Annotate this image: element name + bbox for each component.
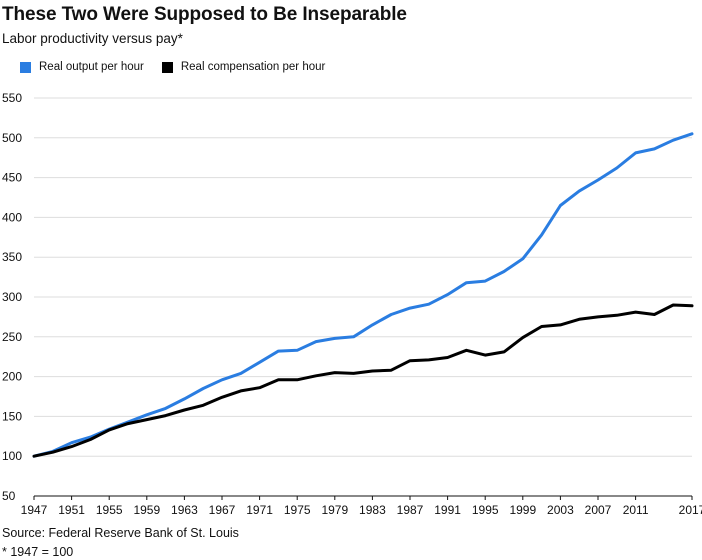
series-lines [32, 132, 694, 458]
y-tick-label: 250 [2, 330, 22, 344]
y-tick-label: 200 [2, 370, 22, 384]
x-tick-label: 1999 [509, 503, 536, 517]
x-tick-label: 1963 [171, 503, 198, 517]
x-tick-label: 2017 [679, 503, 702, 517]
legend-item-output: Real output per hour [20, 61, 144, 73]
x-tick-label: 2003 [547, 503, 574, 517]
source-note: Source: Federal Reserve Bank of St. Loui… [2, 526, 239, 540]
series-line-real-compensation [32, 303, 694, 458]
y-tick-label: 150 [2, 409, 22, 423]
x-tick-label: 2011 [623, 503, 649, 517]
x-tick-label: 1991 [434, 503, 461, 517]
legend: Real output per hour Real compensation p… [20, 61, 343, 73]
y-tick-label: 450 [2, 171, 22, 185]
x-axis: 1947 1951 1955 1959 1963 1967 1971 1975 1979 1983… [21, 495, 702, 517]
y-tick-label: 350 [2, 250, 22, 264]
y-axis-labels: 50 100 150 200 250 300 350 400 450 500 550 [2, 91, 22, 503]
y-tick-label: 400 [2, 210, 22, 224]
y-tick-label: 300 [2, 290, 22, 304]
x-tick-label: 1975 [284, 503, 311, 517]
y-tick-label: 550 [2, 91, 22, 105]
legend-label-compensation: Real compensation per hour [180, 61, 326, 73]
y-tick-label: 500 [2, 131, 22, 145]
y-tick-label: 50 [2, 489, 16, 503]
chart-subtitle: Labor productivity versus pay* [2, 31, 183, 46]
legend-swatch-compensation [161, 61, 173, 73]
legend-swatch-output [20, 61, 31, 73]
x-tick-label: 1979 [321, 503, 348, 517]
x-tick-label: 1947 [21, 503, 48, 517]
x-tick-label: 1971 [246, 503, 273, 517]
series-line-real-output [32, 132, 694, 458]
legend-label-output: Real output per hour [39, 61, 144, 73]
x-tick-label: 1967 [209, 503, 236, 517]
legend-item-compensation: Real compensation per hour [161, 61, 326, 73]
footnote: * 1947 = 100 [2, 545, 74, 559]
x-tick-label: 2007 [585, 503, 612, 517]
x-tick-label: 1951 [58, 503, 85, 517]
gridlines [34, 97, 692, 457]
x-tick-label: 1995 [472, 503, 499, 517]
x-tick-label: 1955 [96, 503, 123, 517]
x-tick-label: 1987 [397, 503, 424, 517]
chart-title: These Two Were Supposed to Be Inseparabl… [2, 4, 407, 25]
x-tick-label: 1983 [359, 503, 386, 517]
x-tick-label: 1959 [133, 503, 160, 517]
y-tick-label: 100 [2, 449, 22, 463]
